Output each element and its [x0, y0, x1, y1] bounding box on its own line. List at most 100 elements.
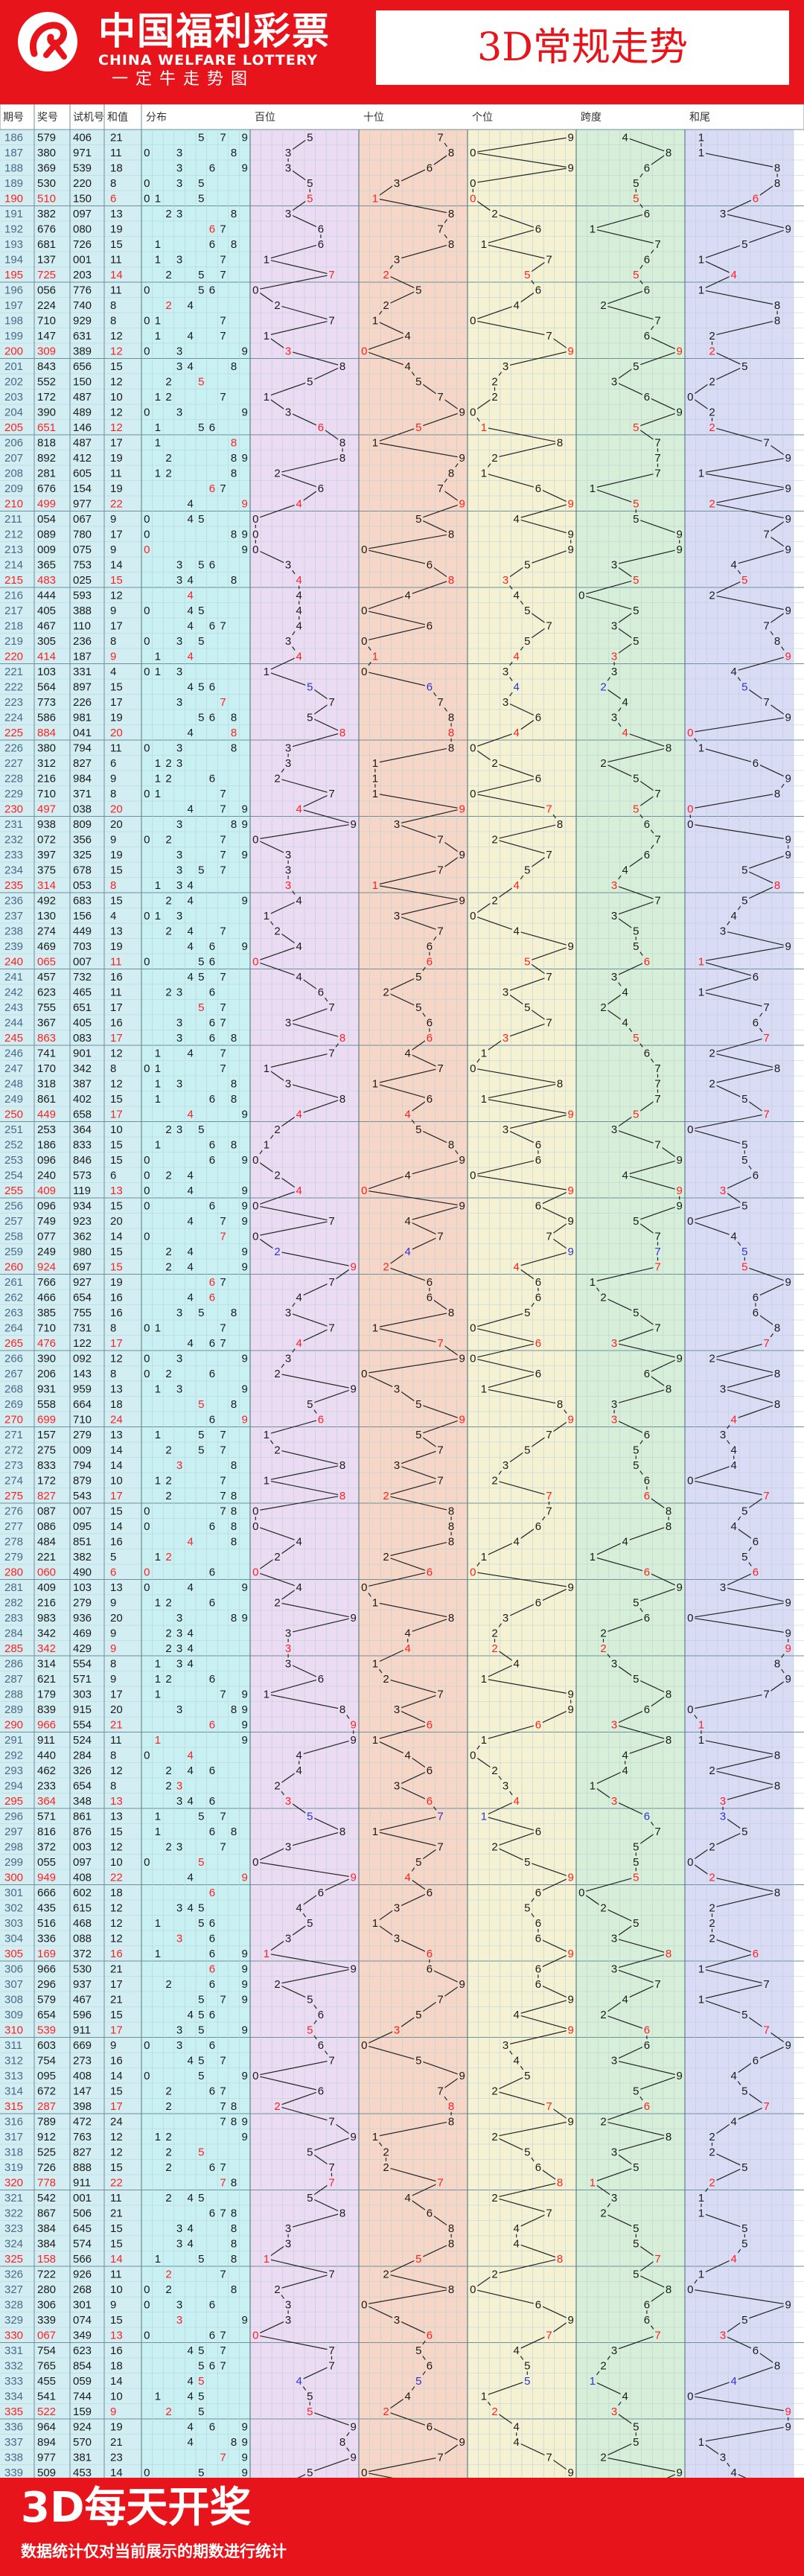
units-point-bg: [523, 1306, 532, 1319]
span-point: 4: [622, 1764, 628, 1777]
draw-number: 336: [37, 1932, 56, 1945]
units-point-bg: [468, 176, 478, 189]
span-point: 2: [600, 757, 606, 770]
tens-point-bg: [424, 1963, 434, 1975]
tens-point: 6: [427, 2329, 433, 2341]
draw-number: 466: [37, 1291, 56, 1304]
units-point: 3: [502, 1612, 508, 1625]
hundreds-point-bg: [272, 1977, 282, 1990]
draw-number: 710: [37, 314, 56, 327]
span-point: 8: [666, 742, 671, 754]
sum-value: 16: [110, 1016, 123, 1029]
tens-point-bg: [414, 2252, 424, 2265]
units-point-bg: [566, 1703, 575, 1715]
distribution-digit: 7: [220, 1429, 226, 1441]
hundreds-point: 9: [351, 2451, 357, 2464]
units-point: 6: [535, 1917, 541, 1930]
sum-tail-point: 0: [687, 803, 693, 815]
units-point: 7: [546, 619, 552, 632]
sum-value: 21: [110, 2207, 123, 2219]
sum-tail-point: 5: [741, 1138, 747, 1151]
draw-number: 309: [37, 345, 56, 357]
tens-point: 4: [405, 1749, 411, 1762]
sum-tail-point: 9: [785, 2298, 791, 2311]
hundreds-point: 4: [296, 605, 302, 617]
tens-point-bg: [370, 2130, 380, 2143]
hundreds-point: 9: [351, 1734, 357, 1747]
tens-point-bg: [447, 742, 456, 754]
tens-point: 7: [437, 833, 443, 846]
tens-point-bg: [436, 864, 445, 876]
test-number: 678: [73, 864, 92, 876]
tens-point-bg: [370, 772, 380, 785]
sum-tail-point: 2: [709, 1871, 715, 1884]
hundreds-point: 5: [307, 192, 313, 205]
distribution-digit: 1: [155, 1596, 161, 1609]
draw-number: 009: [37, 543, 56, 556]
issue-number: 285: [4, 1642, 23, 1655]
hundreds-point: 4: [296, 1108, 302, 1120]
distribution-digit: 7: [220, 833, 226, 846]
distribution-digit: 7: [220, 1688, 226, 1700]
distribution-digit: 2: [165, 452, 171, 465]
tens-point-bg: [370, 1322, 380, 1334]
units-point-bg: [468, 742, 478, 754]
units-point-bg: [566, 1214, 575, 1227]
sum-tail-point: 8: [774, 2359, 780, 2372]
hundreds-point-bg: [348, 1963, 358, 1975]
sum-tail-point: 4: [731, 1444, 737, 1456]
tens-point: 0: [361, 1185, 367, 1197]
issue-number: 247: [4, 1062, 23, 1075]
hundreds-point: 6: [318, 421, 324, 434]
test-number: 929: [73, 314, 92, 327]
distribution-digit: 5: [198, 1398, 204, 1411]
tens-point-bg: [457, 894, 467, 907]
distribution-digit: 4: [188, 1047, 194, 1059]
distribution-digit: 1: [155, 1474, 161, 1487]
distribution-digit: 4: [188, 925, 194, 937]
test-number: 602: [73, 1887, 92, 1899]
distribution-digit: 6: [209, 1032, 215, 1045]
draw-number: 369: [37, 162, 56, 174]
distribution-digit: 2: [165, 2100, 171, 2113]
span-point: 7: [654, 467, 660, 479]
span-point: 5: [633, 1215, 639, 1228]
distribution-digit: 1: [155, 2131, 161, 2143]
tens-point: 9: [459, 1199, 465, 1212]
panel-header-label: 个位: [472, 112, 493, 124]
hundreds-point-bg: [272, 1550, 282, 1563]
sum-tail-point: 3: [720, 208, 726, 220]
units-point-bg: [566, 162, 575, 174]
sum-value: 13: [110, 1581, 123, 1594]
hundreds-point: 9: [351, 2131, 357, 2143]
hundreds-point: 1: [264, 1948, 269, 1960]
issue-number: 297: [4, 1826, 23, 1838]
distribution-digit: 3: [176, 1932, 182, 1945]
span-point: 5: [633, 2222, 639, 2235]
units-point-bg: [511, 925, 521, 937]
distribution-digit: 6: [209, 1673, 215, 1686]
draw-number: 884: [37, 727, 56, 739]
tens-point-bg: [457, 1977, 467, 1990]
tens-point-bg: [447, 2222, 456, 2234]
sum-tail-point: 5: [741, 1246, 747, 1258]
tens-point-bg: [392, 817, 402, 830]
tens-point: 4: [405, 330, 411, 342]
distribution-digit: 9: [242, 2314, 248, 2327]
column-header-label: 试机号: [73, 112, 104, 124]
hundreds-point-bg: [284, 162, 293, 174]
distribution-digit: 6: [209, 1948, 215, 1960]
distribution-digit: 8: [231, 1490, 237, 1502]
draw-number: 384: [37, 2237, 56, 2250]
hundreds-point: 3: [285, 849, 291, 861]
distribution-digit: 5: [198, 269, 204, 281]
tens-point-bg: [381, 1489, 391, 1502]
tens-point: 3: [394, 1703, 400, 1716]
issue-number: 200: [4, 345, 23, 357]
sum-tail-point: 2: [709, 497, 715, 510]
tens-point: 4: [405, 1871, 411, 1884]
distribution-digit: 0: [144, 513, 150, 526]
hundreds-point-bg: [327, 2176, 336, 2189]
tens-point-bg: [436, 2176, 445, 2189]
tens-point-bg: [424, 1886, 434, 1898]
